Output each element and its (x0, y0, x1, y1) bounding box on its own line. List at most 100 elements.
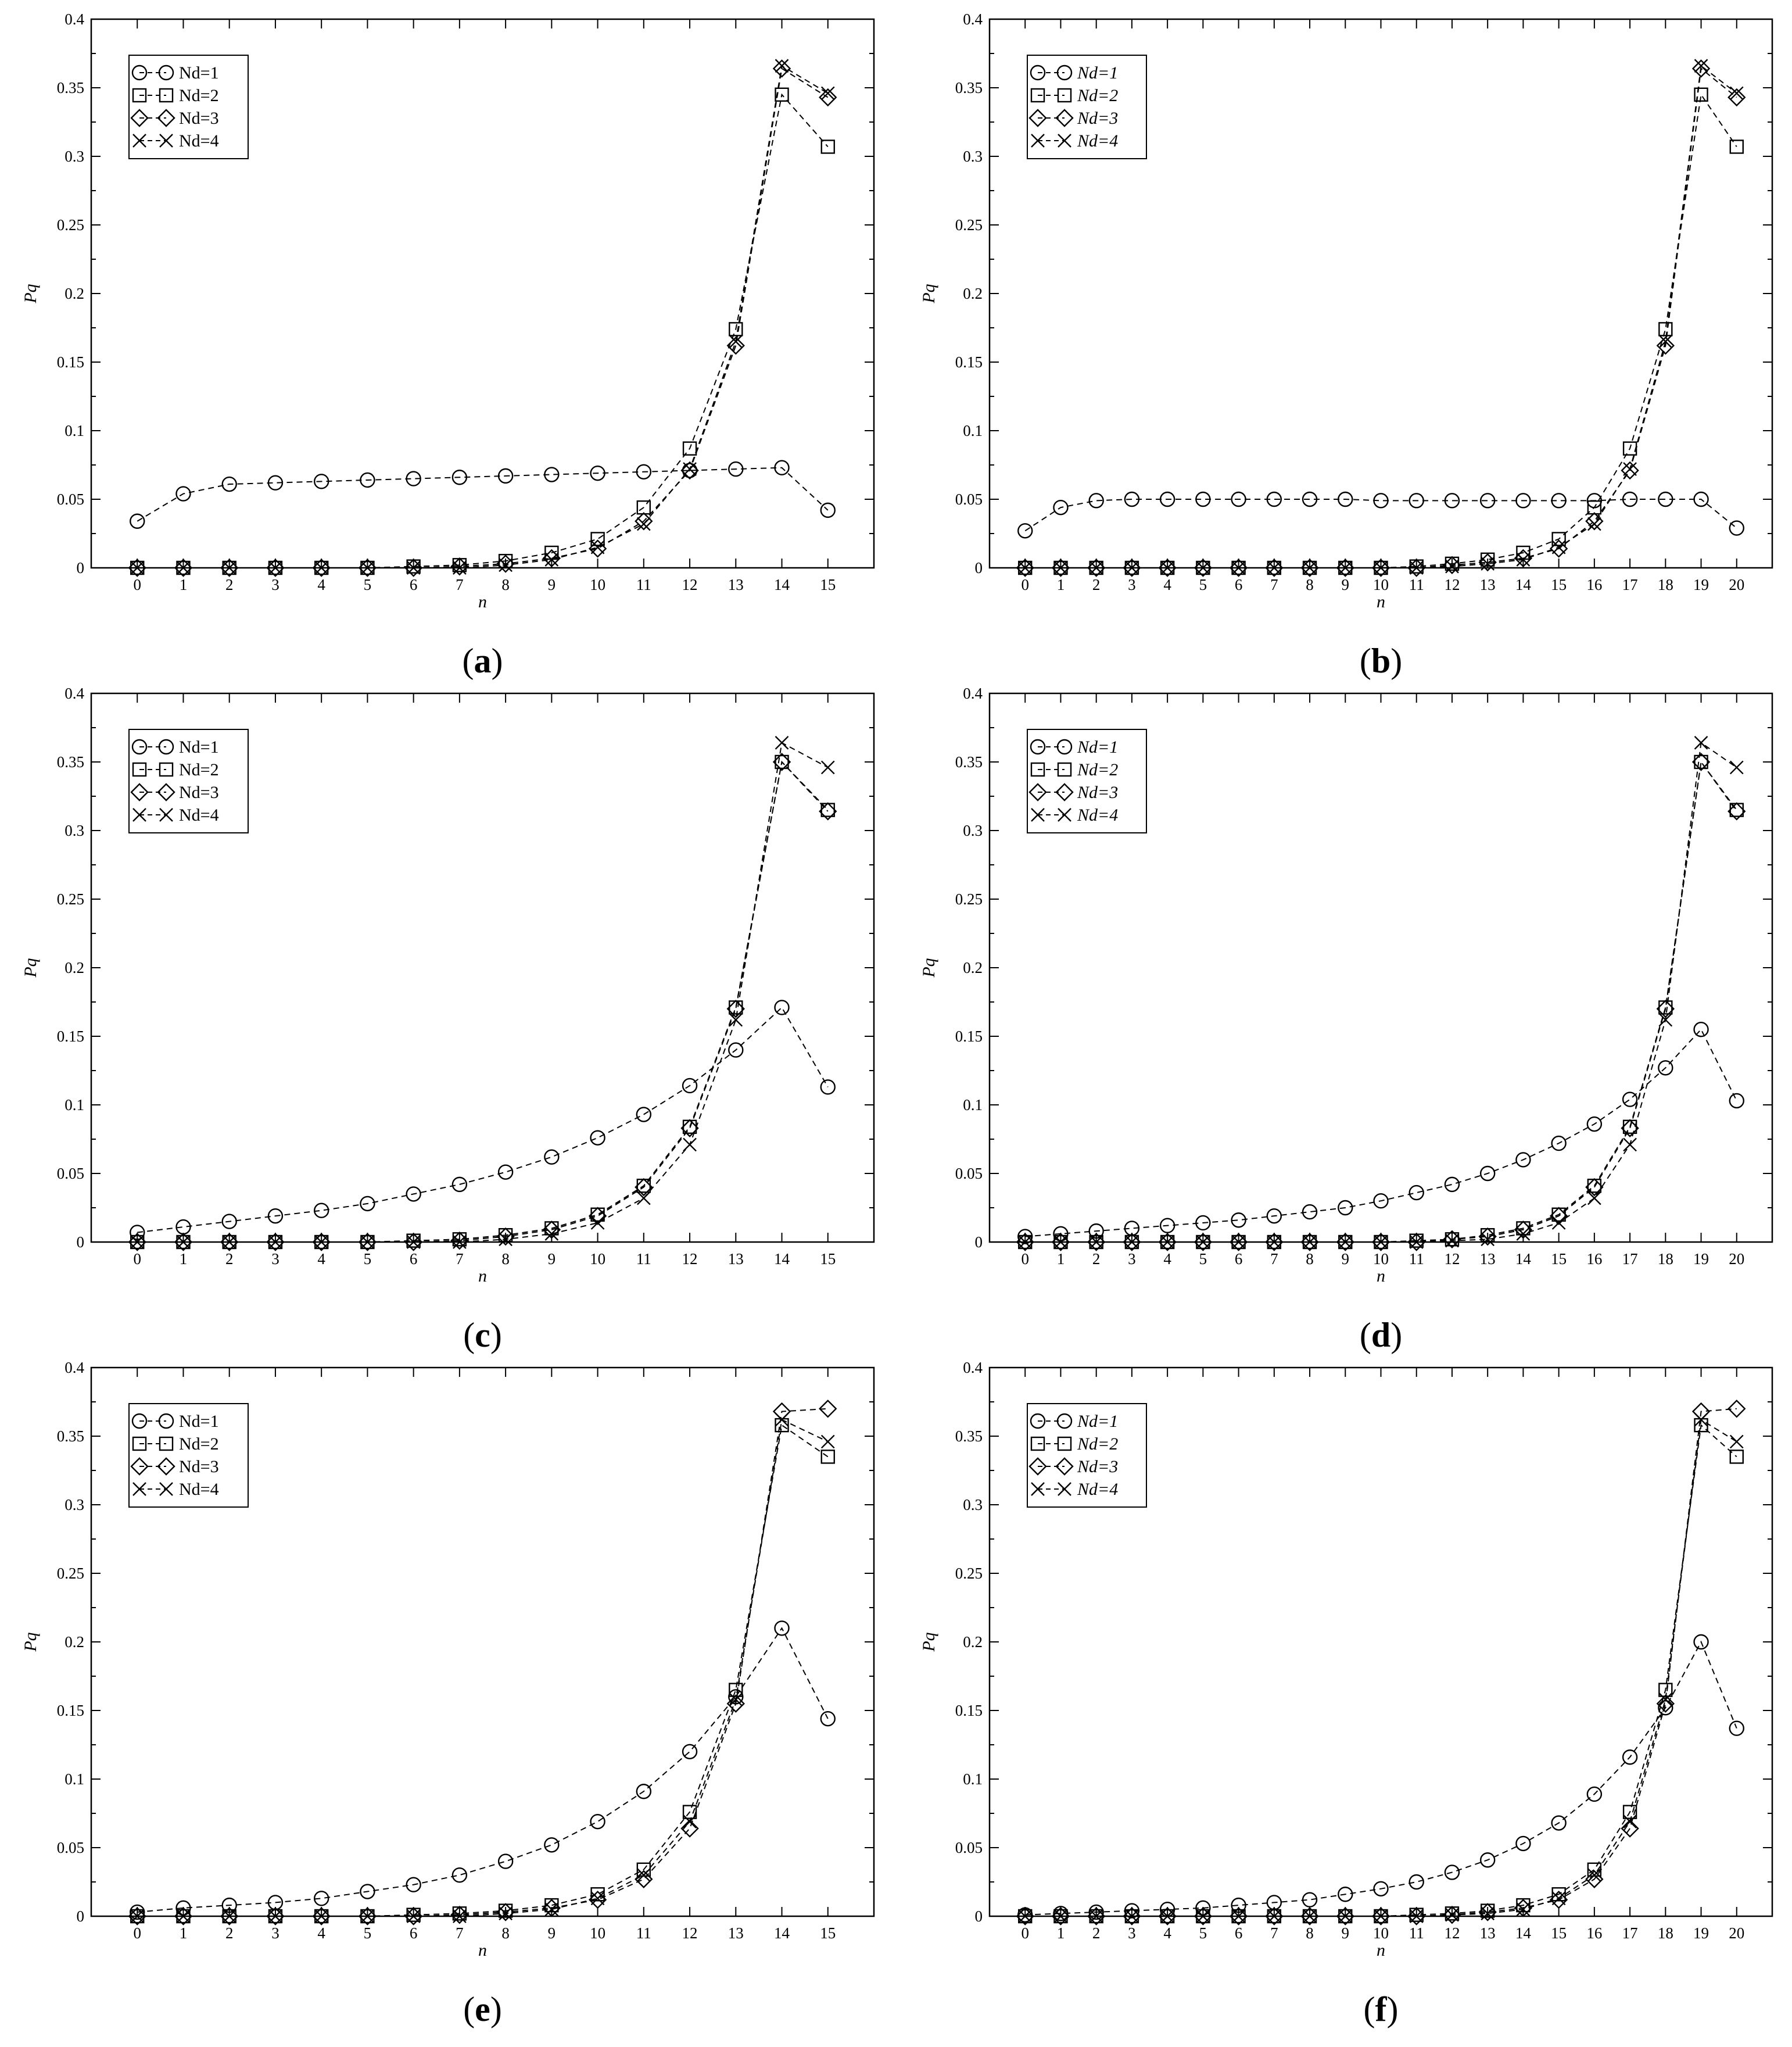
legend-label: Nd=1 (1077, 738, 1118, 757)
x-tick-label: 13 (728, 576, 744, 593)
data-point-diamond (1158, 1907, 1177, 1926)
data-point-diamond (1478, 553, 1497, 572)
data-point-circle (1693, 1634, 1709, 1650)
data-point-square (1694, 754, 1708, 770)
data-point-x (1125, 1235, 1139, 1249)
panel-caption: (c) (463, 1316, 502, 1354)
x-tick-label: 6 (410, 1250, 418, 1268)
legend-label: Nd=2 (179, 1434, 219, 1454)
data-point-diamond (1051, 1907, 1070, 1926)
x-tick-label: 9 (548, 576, 556, 593)
x-tick-label: 0 (133, 1924, 141, 1942)
data-point-circle (1053, 499, 1069, 516)
legend-label: Nd=1 (179, 738, 219, 757)
legend-label: Nd=3 (179, 783, 219, 802)
y-tick-label: 0.35 (955, 753, 983, 771)
data-point-x (1481, 557, 1495, 571)
x-tick-label: 8 (1306, 1250, 1314, 1268)
y-tick-label: 0.3 (64, 148, 84, 165)
data-point-diamond (358, 1907, 377, 1926)
data-point-diamond (220, 1233, 239, 1251)
data-point-circle (1622, 1749, 1638, 1765)
data-point-x (1053, 561, 1068, 575)
x-tick-label: 2 (225, 1924, 234, 1942)
y-tick-label: 0.25 (955, 216, 983, 234)
y-axis-label: Pq (21, 284, 40, 303)
data-point-x (130, 1909, 145, 1923)
data-point-diamond (1194, 1233, 1213, 1251)
legend-marker-square (1030, 88, 1045, 103)
legend-marker-square (1030, 762, 1045, 777)
caption-close: ) (492, 642, 503, 680)
data-point-circle (774, 1620, 790, 1636)
caption-letter: b (1371, 642, 1390, 680)
series-circle (1017, 1021, 1744, 1244)
data-point-x (683, 1815, 697, 1829)
y-tick-label: 0.35 (955, 79, 983, 96)
data-point-square (130, 560, 145, 575)
data-point-square (222, 1234, 236, 1250)
data-point-diamond (1691, 753, 1711, 771)
x-tick-label: 15 (820, 1250, 836, 1268)
data-point-square (590, 532, 605, 546)
data-point-x (130, 1235, 145, 1249)
x-tick-label: 8 (501, 576, 510, 593)
data-point-circle (175, 486, 191, 502)
y-tick-label: 0.15 (955, 1028, 983, 1045)
data-point-x (1053, 1909, 1068, 1923)
data-point-circle (130, 513, 145, 529)
data-point-x (1267, 1235, 1281, 1249)
x-tick-label: 4 (317, 576, 325, 593)
caption-open: ( (463, 642, 474, 680)
x-tick-label: 14 (774, 1250, 790, 1268)
data-point-square (1694, 87, 1708, 102)
data-point-x (1516, 1902, 1531, 1917)
y-tick-label: 0.2 (64, 1633, 84, 1651)
data-point-circle (1088, 1223, 1104, 1239)
y-tick-label: 0.1 (64, 422, 84, 439)
y-tick-label: 0.15 (57, 1702, 84, 1719)
data-point-circle (1515, 493, 1531, 509)
x-tick-label: 12 (1444, 576, 1460, 593)
y-tick-label: 0.3 (963, 148, 983, 165)
x-tick-label: 12 (1444, 1250, 1460, 1268)
data-point-x (1623, 1815, 1637, 1829)
x-tick-label: 14 (774, 576, 790, 593)
caption-close: ) (490, 1990, 502, 2028)
y-axis-label: Pq (919, 284, 938, 303)
data-point-x (1018, 1909, 1033, 1923)
data-point-diamond (266, 1233, 285, 1251)
x-axis-label: n (478, 592, 487, 611)
caption-letter: a (474, 642, 492, 680)
series-circle (130, 460, 836, 529)
data-point-diamond (1229, 1907, 1248, 1926)
data-point-circle (360, 472, 375, 488)
data-point-x (1445, 1233, 1459, 1248)
data-point-circle (590, 1813, 605, 1830)
x-tick-label: 1 (1057, 576, 1065, 593)
data-point-circle (636, 1107, 652, 1122)
data-point-circle (1408, 1874, 1424, 1890)
data-point-diamond (1514, 1221, 1533, 1239)
series-x (1018, 736, 1744, 1249)
legend-marker-circle (131, 739, 148, 755)
chart-panel-c: 00.050.10.150.20.250.30.350.40 1 2 3 4 5 6 7 8 9 1… (21, 685, 875, 1354)
data-point-diamond (1407, 1233, 1426, 1251)
data-point-x (453, 561, 467, 575)
legend-marker-circle (158, 739, 174, 755)
y-tick-label: 0.35 (57, 79, 84, 96)
data-point-x (360, 1909, 375, 1923)
y-tick-label: 0.25 (955, 1565, 983, 1582)
data-point-x (499, 1906, 512, 1921)
series-diamond (128, 1400, 837, 1926)
data-point-x (222, 1235, 236, 1249)
data-point-x (1160, 561, 1174, 575)
data-point-circle (682, 463, 698, 478)
x-tick-label: 15 (1551, 1250, 1567, 1268)
data-point-square (775, 754, 789, 770)
x-tick-label: 15 (1551, 576, 1567, 593)
series-line (1025, 1640, 1737, 1916)
chart-panel-e: 00.050.10.150.20.250.30.350.40 1 2 3 4 5 6 7 8 9 1… (21, 1359, 875, 2028)
x-tick-label: 17 (1622, 576, 1638, 593)
x-tick-label: 4 (1163, 576, 1171, 593)
